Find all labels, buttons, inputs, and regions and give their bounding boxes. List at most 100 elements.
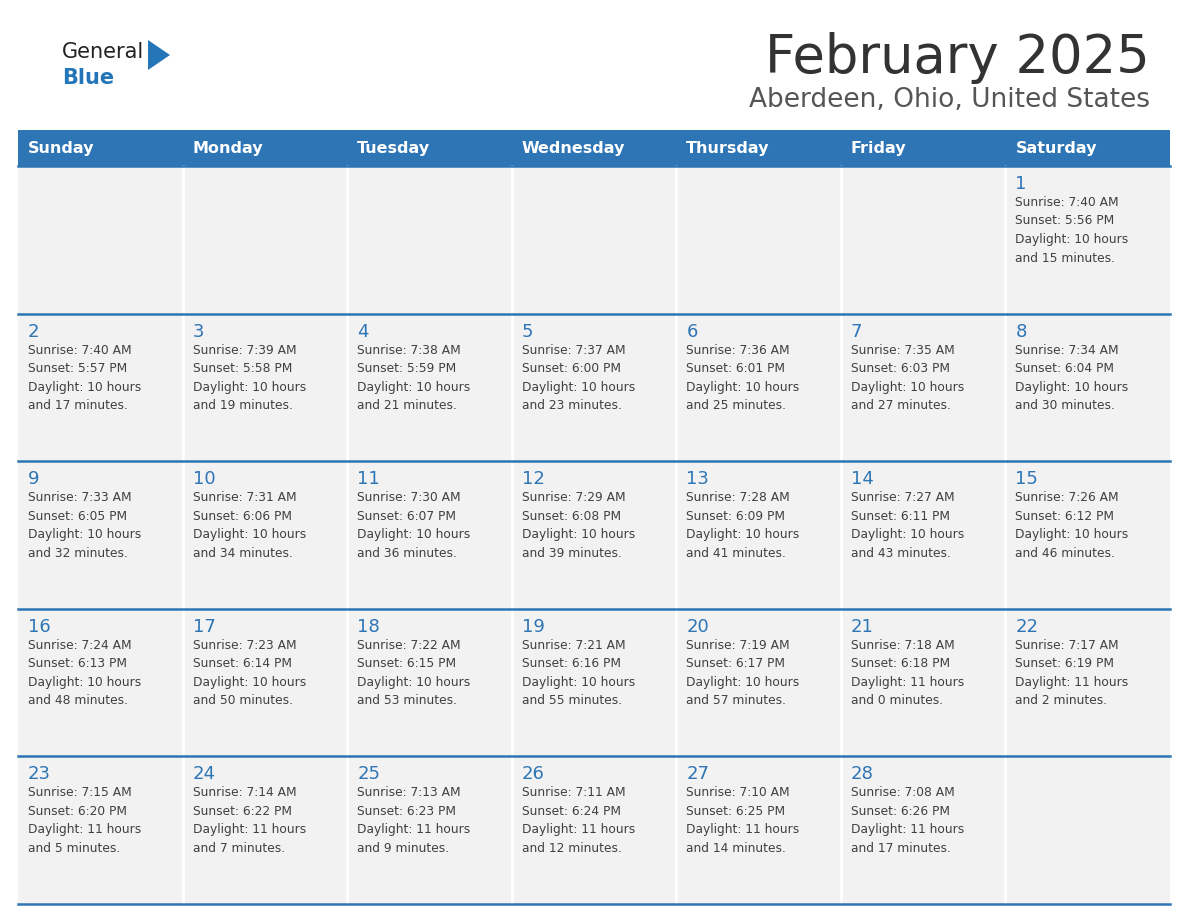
Bar <box>347 756 512 904</box>
Text: Saturday: Saturday <box>1016 140 1097 155</box>
Text: Wednesday: Wednesday <box>522 140 625 155</box>
Bar <box>18 461 183 609</box>
Bar <box>512 461 676 609</box>
Text: Sunrise: 7:22 AM
Sunset: 6:15 PM
Daylight: 10 hours
and 53 minutes.: Sunrise: 7:22 AM Sunset: 6:15 PM Dayligh… <box>358 639 470 707</box>
Bar <box>512 130 676 166</box>
Text: Friday: Friday <box>851 140 906 155</box>
Text: Sunrise: 7:24 AM
Sunset: 6:13 PM
Daylight: 10 hours
and 48 minutes.: Sunrise: 7:24 AM Sunset: 6:13 PM Dayligh… <box>29 639 141 707</box>
Bar <box>841 130 1005 166</box>
Text: Sunrise: 7:23 AM
Sunset: 6:14 PM
Daylight: 10 hours
and 50 minutes.: Sunrise: 7:23 AM Sunset: 6:14 PM Dayligh… <box>192 639 305 707</box>
Text: 1: 1 <box>1016 175 1026 193</box>
Text: 14: 14 <box>851 470 873 488</box>
Text: Sunrise: 7:40 AM
Sunset: 5:56 PM
Daylight: 10 hours
and 15 minutes.: Sunrise: 7:40 AM Sunset: 5:56 PM Dayligh… <box>1016 196 1129 264</box>
Bar <box>841 314 1005 461</box>
Bar <box>183 166 347 314</box>
Bar <box>512 756 676 904</box>
Text: Sunrise: 7:28 AM
Sunset: 6:09 PM
Daylight: 10 hours
and 41 minutes.: Sunrise: 7:28 AM Sunset: 6:09 PM Dayligh… <box>687 491 800 560</box>
Text: Sunrise: 7:21 AM
Sunset: 6:16 PM
Daylight: 10 hours
and 55 minutes.: Sunrise: 7:21 AM Sunset: 6:16 PM Dayligh… <box>522 639 634 707</box>
Bar <box>18 609 183 756</box>
Text: Sunrise: 7:37 AM
Sunset: 6:00 PM
Daylight: 10 hours
and 23 minutes.: Sunrise: 7:37 AM Sunset: 6:00 PM Dayligh… <box>522 343 634 412</box>
Text: Sunrise: 7:34 AM
Sunset: 6:04 PM
Daylight: 10 hours
and 30 minutes.: Sunrise: 7:34 AM Sunset: 6:04 PM Dayligh… <box>1016 343 1129 412</box>
Text: Sunrise: 7:13 AM
Sunset: 6:23 PM
Daylight: 11 hours
and 9 minutes.: Sunrise: 7:13 AM Sunset: 6:23 PM Dayligh… <box>358 787 470 855</box>
Text: 28: 28 <box>851 766 873 783</box>
Text: Sunrise: 7:17 AM
Sunset: 6:19 PM
Daylight: 11 hours
and 2 minutes.: Sunrise: 7:17 AM Sunset: 6:19 PM Dayligh… <box>1016 639 1129 707</box>
Text: Sunrise: 7:18 AM
Sunset: 6:18 PM
Daylight: 11 hours
and 0 minutes.: Sunrise: 7:18 AM Sunset: 6:18 PM Dayligh… <box>851 639 965 707</box>
Text: Sunrise: 7:31 AM
Sunset: 6:06 PM
Daylight: 10 hours
and 34 minutes.: Sunrise: 7:31 AM Sunset: 6:06 PM Dayligh… <box>192 491 305 560</box>
Bar <box>841 166 1005 314</box>
Text: 16: 16 <box>29 618 51 636</box>
Text: 21: 21 <box>851 618 873 636</box>
Text: 27: 27 <box>687 766 709 783</box>
Bar <box>841 609 1005 756</box>
Text: Blue: Blue <box>62 68 114 88</box>
Text: 12: 12 <box>522 470 544 488</box>
Text: Sunrise: 7:39 AM
Sunset: 5:58 PM
Daylight: 10 hours
and 19 minutes.: Sunrise: 7:39 AM Sunset: 5:58 PM Dayligh… <box>192 343 305 412</box>
Text: February 2025: February 2025 <box>765 32 1150 84</box>
Text: 25: 25 <box>358 766 380 783</box>
Bar <box>183 756 347 904</box>
Bar <box>1005 756 1170 904</box>
Bar <box>512 166 676 314</box>
Bar <box>676 130 841 166</box>
Bar <box>347 461 512 609</box>
Text: 8: 8 <box>1016 322 1026 341</box>
Text: 26: 26 <box>522 766 544 783</box>
Text: Tuesday: Tuesday <box>358 140 430 155</box>
Bar <box>347 314 512 461</box>
Polygon shape <box>148 40 170 70</box>
Text: Thursday: Thursday <box>687 140 770 155</box>
Text: Sunrise: 7:38 AM
Sunset: 5:59 PM
Daylight: 10 hours
and 21 minutes.: Sunrise: 7:38 AM Sunset: 5:59 PM Dayligh… <box>358 343 470 412</box>
Bar <box>1005 609 1170 756</box>
Text: Sunrise: 7:15 AM
Sunset: 6:20 PM
Daylight: 11 hours
and 5 minutes.: Sunrise: 7:15 AM Sunset: 6:20 PM Dayligh… <box>29 787 141 855</box>
Text: Sunday: Sunday <box>29 140 95 155</box>
Text: 13: 13 <box>687 470 709 488</box>
Text: 11: 11 <box>358 470 380 488</box>
Text: 23: 23 <box>29 766 51 783</box>
Bar <box>18 166 183 314</box>
Bar <box>512 314 676 461</box>
Text: 5: 5 <box>522 322 533 341</box>
Text: Sunrise: 7:35 AM
Sunset: 6:03 PM
Daylight: 10 hours
and 27 minutes.: Sunrise: 7:35 AM Sunset: 6:03 PM Dayligh… <box>851 343 965 412</box>
Text: 19: 19 <box>522 618 544 636</box>
Text: 10: 10 <box>192 470 215 488</box>
Text: 18: 18 <box>358 618 380 636</box>
Bar <box>841 756 1005 904</box>
Text: 7: 7 <box>851 322 862 341</box>
Text: 22: 22 <box>1016 618 1038 636</box>
Text: 2: 2 <box>29 322 39 341</box>
Text: 20: 20 <box>687 618 709 636</box>
Text: Sunrise: 7:40 AM
Sunset: 5:57 PM
Daylight: 10 hours
and 17 minutes.: Sunrise: 7:40 AM Sunset: 5:57 PM Dayligh… <box>29 343 141 412</box>
Bar <box>183 609 347 756</box>
Text: Sunrise: 7:26 AM
Sunset: 6:12 PM
Daylight: 10 hours
and 46 minutes.: Sunrise: 7:26 AM Sunset: 6:12 PM Dayligh… <box>1016 491 1129 560</box>
Bar <box>676 609 841 756</box>
Bar <box>347 130 512 166</box>
Bar <box>18 756 183 904</box>
Bar <box>1005 166 1170 314</box>
Text: General: General <box>62 42 144 62</box>
Text: Sunrise: 7:29 AM
Sunset: 6:08 PM
Daylight: 10 hours
and 39 minutes.: Sunrise: 7:29 AM Sunset: 6:08 PM Dayligh… <box>522 491 634 560</box>
Bar <box>1005 130 1170 166</box>
Text: 9: 9 <box>29 470 39 488</box>
Text: Monday: Monday <box>192 140 264 155</box>
Bar <box>183 130 347 166</box>
Text: Sunrise: 7:27 AM
Sunset: 6:11 PM
Daylight: 10 hours
and 43 minutes.: Sunrise: 7:27 AM Sunset: 6:11 PM Dayligh… <box>851 491 965 560</box>
Text: Sunrise: 7:08 AM
Sunset: 6:26 PM
Daylight: 11 hours
and 17 minutes.: Sunrise: 7:08 AM Sunset: 6:26 PM Dayligh… <box>851 787 965 855</box>
Bar <box>676 756 841 904</box>
Bar <box>1005 314 1170 461</box>
Bar <box>347 166 512 314</box>
Bar <box>183 461 347 609</box>
Text: 24: 24 <box>192 766 215 783</box>
Text: 6: 6 <box>687 322 697 341</box>
Bar <box>18 314 183 461</box>
Bar <box>1005 461 1170 609</box>
Bar <box>676 461 841 609</box>
Text: 17: 17 <box>192 618 215 636</box>
Text: Sunrise: 7:33 AM
Sunset: 6:05 PM
Daylight: 10 hours
and 32 minutes.: Sunrise: 7:33 AM Sunset: 6:05 PM Dayligh… <box>29 491 141 560</box>
Bar <box>676 166 841 314</box>
Bar <box>676 314 841 461</box>
Text: Sunrise: 7:10 AM
Sunset: 6:25 PM
Daylight: 11 hours
and 14 minutes.: Sunrise: 7:10 AM Sunset: 6:25 PM Dayligh… <box>687 787 800 855</box>
Bar <box>347 609 512 756</box>
Text: Sunrise: 7:36 AM
Sunset: 6:01 PM
Daylight: 10 hours
and 25 minutes.: Sunrise: 7:36 AM Sunset: 6:01 PM Dayligh… <box>687 343 800 412</box>
Bar <box>18 130 183 166</box>
Text: 15: 15 <box>1016 470 1038 488</box>
